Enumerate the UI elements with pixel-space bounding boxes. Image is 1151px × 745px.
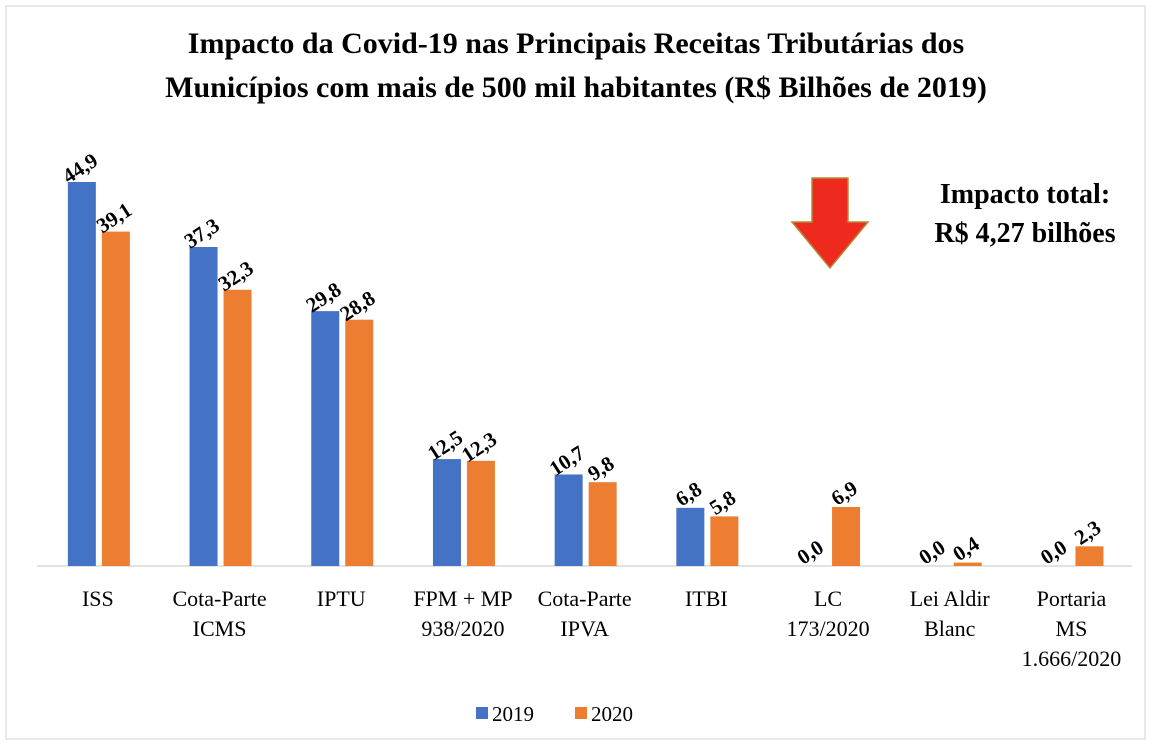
- x-tick-label-line: ITBI: [685, 586, 728, 611]
- bar: [311, 311, 340, 566]
- x-tick-label-line: 1.666/2020: [1022, 646, 1122, 671]
- bar: [67, 182, 96, 566]
- bar: [1075, 546, 1104, 566]
- bar: [710, 516, 739, 566]
- bar: [466, 460, 495, 566]
- x-tick-label-line: Lei Aldir: [910, 586, 991, 611]
- x-tick-label: Cota-Parte ICMS: [173, 586, 267, 641]
- x-tick-label-line: Cota-Parte: [173, 586, 267, 611]
- annotation: Impacto total:: [940, 179, 1110, 210]
- bar: [432, 459, 461, 566]
- bar: [101, 231, 130, 566]
- bar: [953, 562, 982, 566]
- bar: [676, 507, 705, 566]
- bar: [223, 289, 252, 566]
- legend-swatch: [575, 707, 587, 719]
- x-tick-label: LC 173/2020: [786, 586, 869, 641]
- x-tick-label-line: ISS: [82, 586, 114, 611]
- bar: [189, 246, 218, 566]
- x-tick-label-line: IPVA: [560, 616, 609, 641]
- x-tick-label-line: 938/2020: [421, 616, 504, 641]
- chart-title: Municípios com mais de 500 mil habitante…: [165, 71, 987, 104]
- x-tick-label: FPM + MP 938/2020: [413, 586, 512, 641]
- chart-title: Impacto da Covid-19 nas Principais Recei…: [188, 27, 964, 60]
- x-tick-label-line: FPM + MP: [413, 586, 512, 611]
- bar: [554, 474, 583, 566]
- annotation: R$ 4,27 bilhões: [934, 218, 1115, 249]
- x-tick-label: Cota-Parte IPVA: [538, 586, 632, 641]
- x-tick-label-line: Blanc: [924, 616, 976, 641]
- legend-swatch: [476, 707, 488, 719]
- bar: [832, 506, 861, 566]
- x-tick-label-line: LC: [814, 586, 842, 611]
- x-tick-label: IPTU: [317, 586, 366, 611]
- x-tick-label-line: IPTU: [317, 586, 366, 611]
- legend-label: 2019: [492, 702, 534, 726]
- down-arrow: [790, 177, 870, 270]
- x-tick-label-line: MS: [1056, 616, 1088, 641]
- x-tick-label: Lei Aldir Blanc: [910, 586, 991, 641]
- x-tick-label: ISS: [82, 586, 114, 611]
- bar: [345, 319, 374, 566]
- x-tick-label-line: Portaria: [1037, 586, 1107, 611]
- x-tick-label-line: Cota-Parte: [538, 586, 632, 611]
- x-tick-label: Portaria MS 1.666/2020: [1022, 586, 1122, 671]
- x-tick-label-line: 173/2020: [786, 616, 869, 641]
- x-tick-label: ITBI: [685, 586, 728, 611]
- x-tick-label-line: ICMS: [193, 616, 247, 641]
- legend-label: 2020: [591, 702, 633, 726]
- bar: [588, 482, 617, 566]
